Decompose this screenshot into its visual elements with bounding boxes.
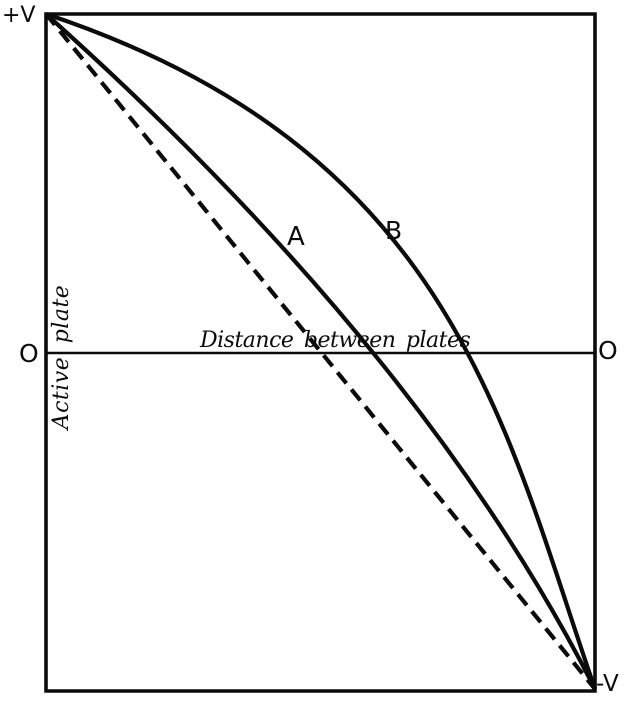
origin-left-label: O [19,339,39,368]
curve-b-line [45,12,597,690]
dashed-uniform-field-line [44,12,597,691]
origin-right-label: O [598,336,618,365]
curve-a-label: A [287,222,305,252]
x-axis-label: Distance between plates [200,328,471,353]
curve-b-label: B [385,216,403,245]
plus-v-label: +V [2,3,36,28]
y-axis-label: Active plate [49,284,74,430]
curve-a-line [44,12,597,690]
minus-v-label: -V [596,671,619,697]
plot-frame [44,12,597,693]
